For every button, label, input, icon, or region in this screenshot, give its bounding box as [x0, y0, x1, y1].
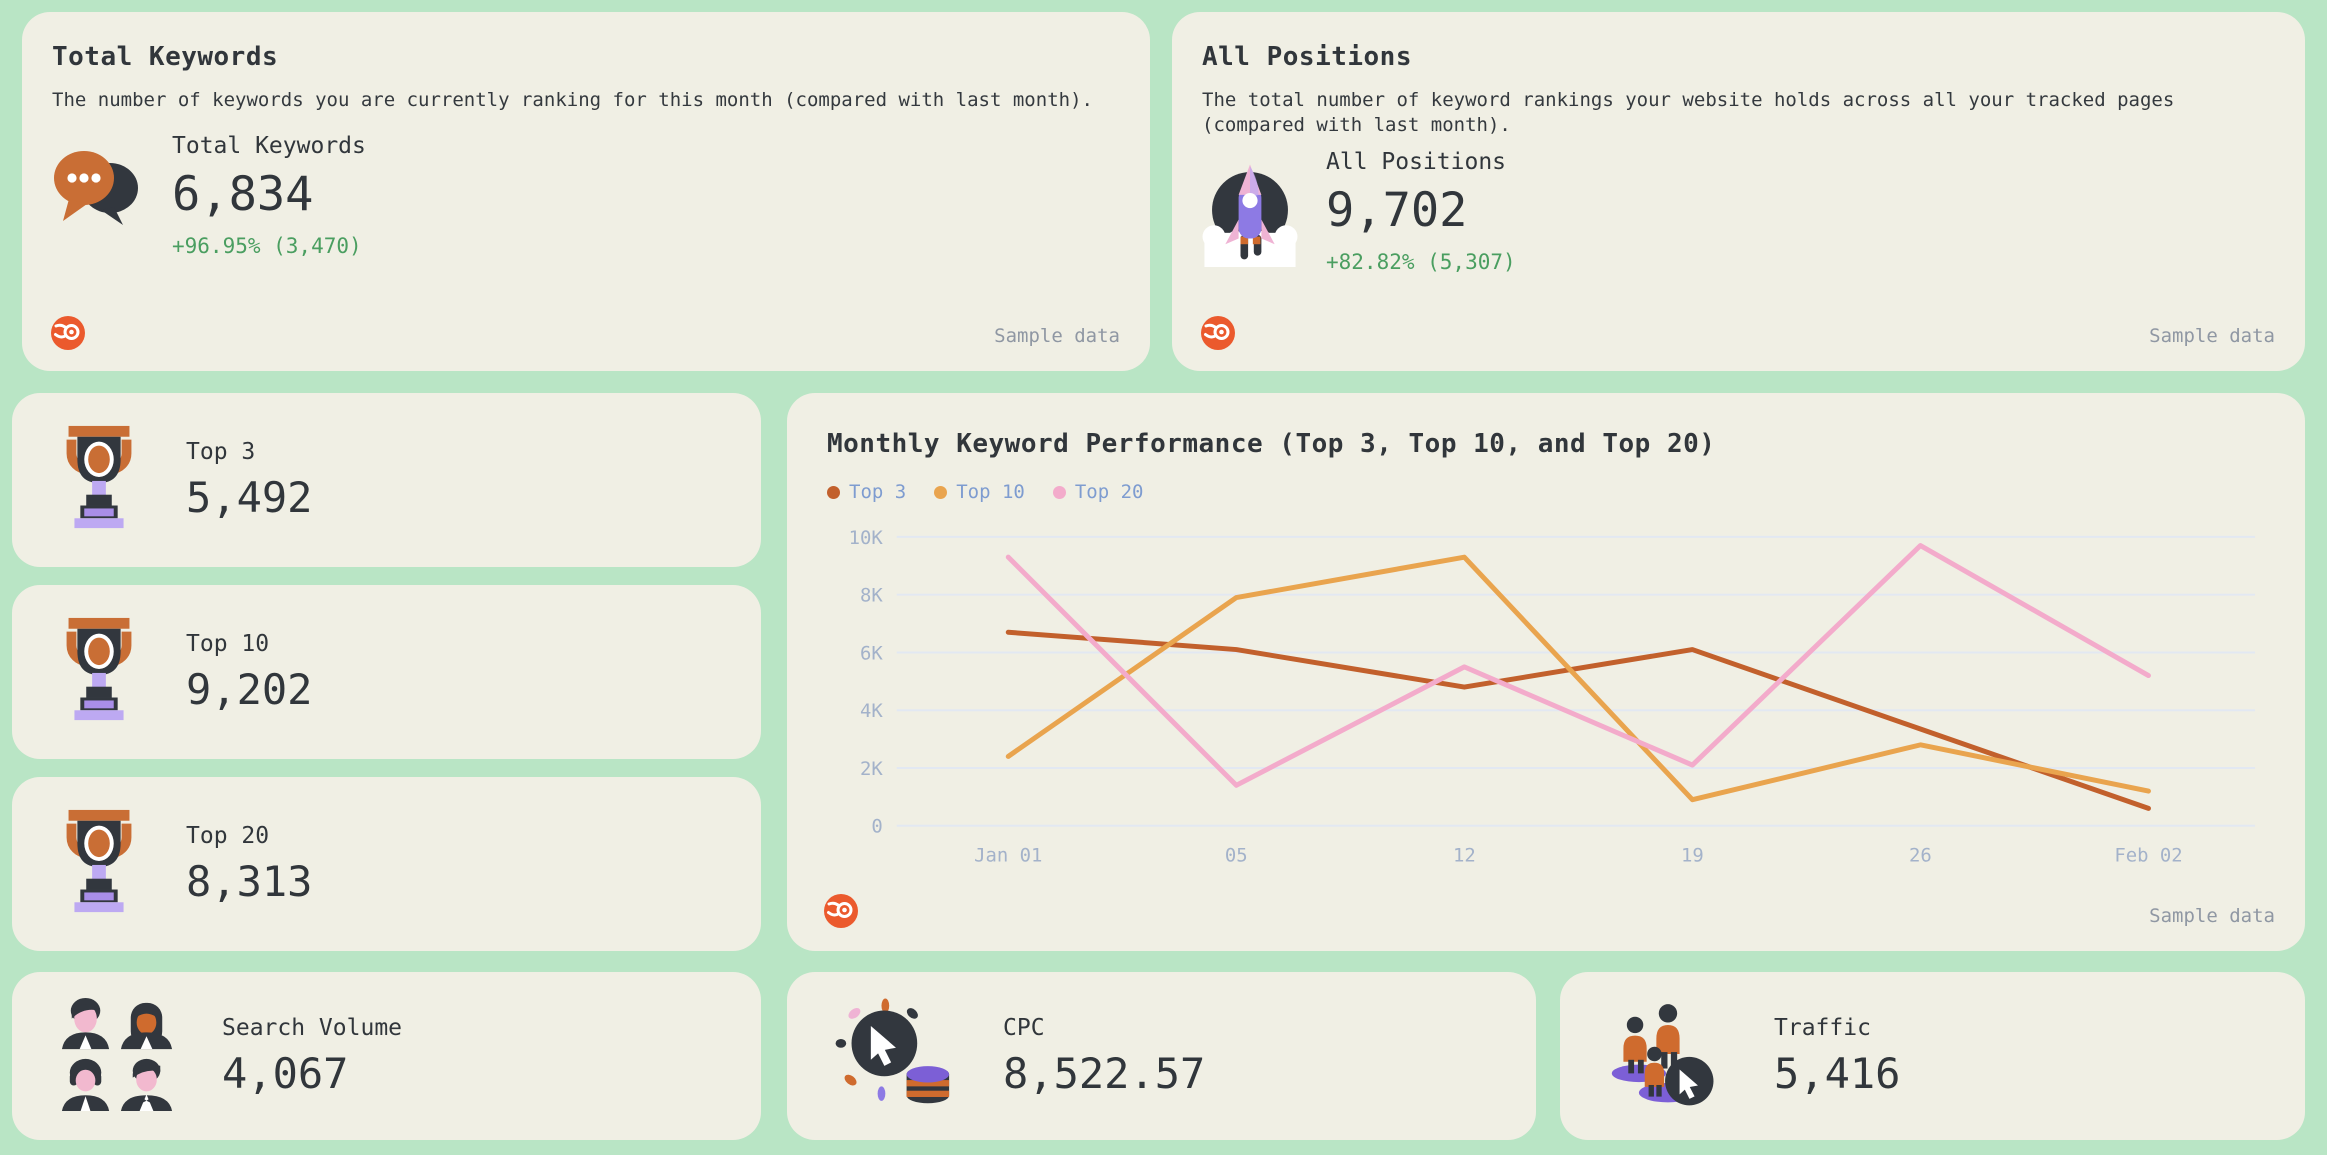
- legend-label: Top 3: [849, 481, 907, 503]
- semrush-logo-icon[interactable]: [823, 893, 859, 929]
- stat-text: Traffic 5,416: [1774, 1015, 1900, 1098]
- stat-text: Total Keywords 6,834 +96.95% (3,470): [172, 133, 366, 258]
- svg-text:4K: 4K: [860, 700, 883, 722]
- stat-text: Top 20 8,313: [186, 823, 312, 906]
- stat-text: All Positions 9,702 +82.82% (5,307): [1326, 149, 1516, 274]
- trophy-icon: [58, 614, 140, 730]
- stat-value: 8,313: [186, 856, 313, 906]
- legend-item-top-20[interactable]: Top 20: [1052, 481, 1144, 503]
- stat-delta: +96.95% (3,470): [172, 233, 362, 258]
- legend-dot: [827, 485, 840, 499]
- sample-data-label: Sample data: [994, 325, 1120, 347]
- svg-text:26: 26: [1909, 845, 1932, 867]
- people-cursor-icon: [1606, 999, 1728, 1113]
- stat-label: Top 20: [186, 822, 270, 849]
- card-description: The number of keywords you are currently…: [52, 89, 1093, 111]
- card-title: All Positions: [1202, 42, 1412, 72]
- svg-text:Jan 01: Jan 01: [974, 845, 1042, 867]
- svg-text:05: 05: [1225, 845, 1248, 867]
- stat-label: Total Keywords: [172, 132, 366, 159]
- trophy-icon: [58, 806, 140, 922]
- keyword-performance-chart: 0 2K 4K 6K 8K 10K Jan 01 05 12 19 26 Feb 02: [849, 527, 2256, 867]
- chart-title: Monthly Keyword Performance (Top 3, Top …: [827, 429, 1716, 459]
- stat-value: 9,702: [1326, 183, 1468, 239]
- rocket-icon: [1202, 155, 1298, 271]
- stat-text: CPC 8,522.57: [1003, 1015, 1205, 1098]
- svg-text:6K: 6K: [860, 642, 883, 664]
- stat-label: Search Volume: [222, 1014, 403, 1041]
- total-keywords-card: Total Keywords The number of keywords yo…: [22, 12, 1150, 371]
- series-line-top-10: [1005, 554, 2151, 803]
- stat-row: Total Keywords 6,834 +96.95% (3,470): [52, 133, 1120, 258]
- stat-value: 4,067: [222, 1048, 349, 1098]
- chart-legend: Top 3 Top 10 Top 20: [827, 481, 2265, 503]
- legend-label: Top 10: [956, 481, 1025, 503]
- stat-label: Top 3: [186, 438, 256, 465]
- stat-label: Top 10: [186, 630, 270, 657]
- series-line-top-3: [1005, 629, 2151, 811]
- stat-label: All Positions: [1326, 149, 1507, 176]
- card-title: Total Keywords: [52, 42, 279, 72]
- semrush-logo-icon[interactable]: [50, 315, 86, 351]
- stat-value: 6,834: [172, 166, 314, 222]
- top10-card: Top 10 9,202: [12, 585, 761, 759]
- chat-bubbles-icon: [52, 147, 144, 231]
- legend-dot: [934, 485, 948, 499]
- people-group-icon: [58, 995, 176, 1117]
- traffic-card: Traffic 5,416: [1560, 972, 2305, 1140]
- cpc-card: CPC 8,522.57: [787, 972, 1536, 1140]
- top20-card: Top 20 8,313: [12, 777, 761, 951]
- sample-data-label: Sample data: [2149, 325, 2275, 347]
- sample-data-label: Sample data: [2149, 905, 2275, 927]
- stat-text: Top 3 5,492: [186, 439, 312, 522]
- svg-text:8K: 8K: [860, 585, 883, 607]
- svg-text:Feb 02: Feb 02: [2114, 845, 2182, 867]
- legend-item-top-3[interactable]: Top 3: [827, 481, 906, 503]
- svg-text:2K: 2K: [860, 758, 883, 780]
- svg-text:0: 0: [871, 816, 882, 838]
- all-positions-card: All Positions The total number of keywor…: [1172, 12, 2305, 371]
- cursor-coins-icon: [833, 997, 957, 1115]
- stat-value: 5,492: [186, 472, 313, 522]
- legend-item-top-10[interactable]: Top 10: [934, 481, 1025, 503]
- series-line-top-20: [1005, 543, 2151, 788]
- stat-value: 8,522.57: [1003, 1048, 1206, 1098]
- stat-text: Search Volume 4,067: [222, 1015, 402, 1098]
- legend-dot: [1052, 485, 1066, 499]
- keyword-performance-card: Monthly Keyword Performance (Top 3, Top …: [787, 393, 2305, 951]
- stat-label: Traffic: [1774, 1014, 1871, 1041]
- svg-text:19: 19: [1681, 845, 1704, 867]
- stat-label: CPC: [1003, 1014, 1045, 1041]
- semrush-logo-icon[interactable]: [1200, 315, 1236, 351]
- stat-value: 9,202: [186, 664, 313, 714]
- legend-label: Top 20: [1074, 481, 1144, 503]
- svg-text:10K: 10K: [849, 527, 884, 549]
- stat-text: Top 10 9,202: [186, 631, 312, 714]
- stat-row: All Positions 9,702 +82.82% (5,307): [1202, 149, 2275, 274]
- search-volume-card: Search Volume 4,067: [12, 972, 761, 1140]
- svg-text:12: 12: [1453, 845, 1476, 867]
- card-description: The total number of keyword rankings you…: [1202, 89, 2175, 136]
- stat-delta: +82.82% (5,307): [1326, 250, 1516, 275]
- top3-card: Top 3 5,492: [12, 393, 761, 567]
- trophy-icon: [58, 422, 140, 538]
- stat-value: 5,416: [1774, 1048, 1901, 1098]
